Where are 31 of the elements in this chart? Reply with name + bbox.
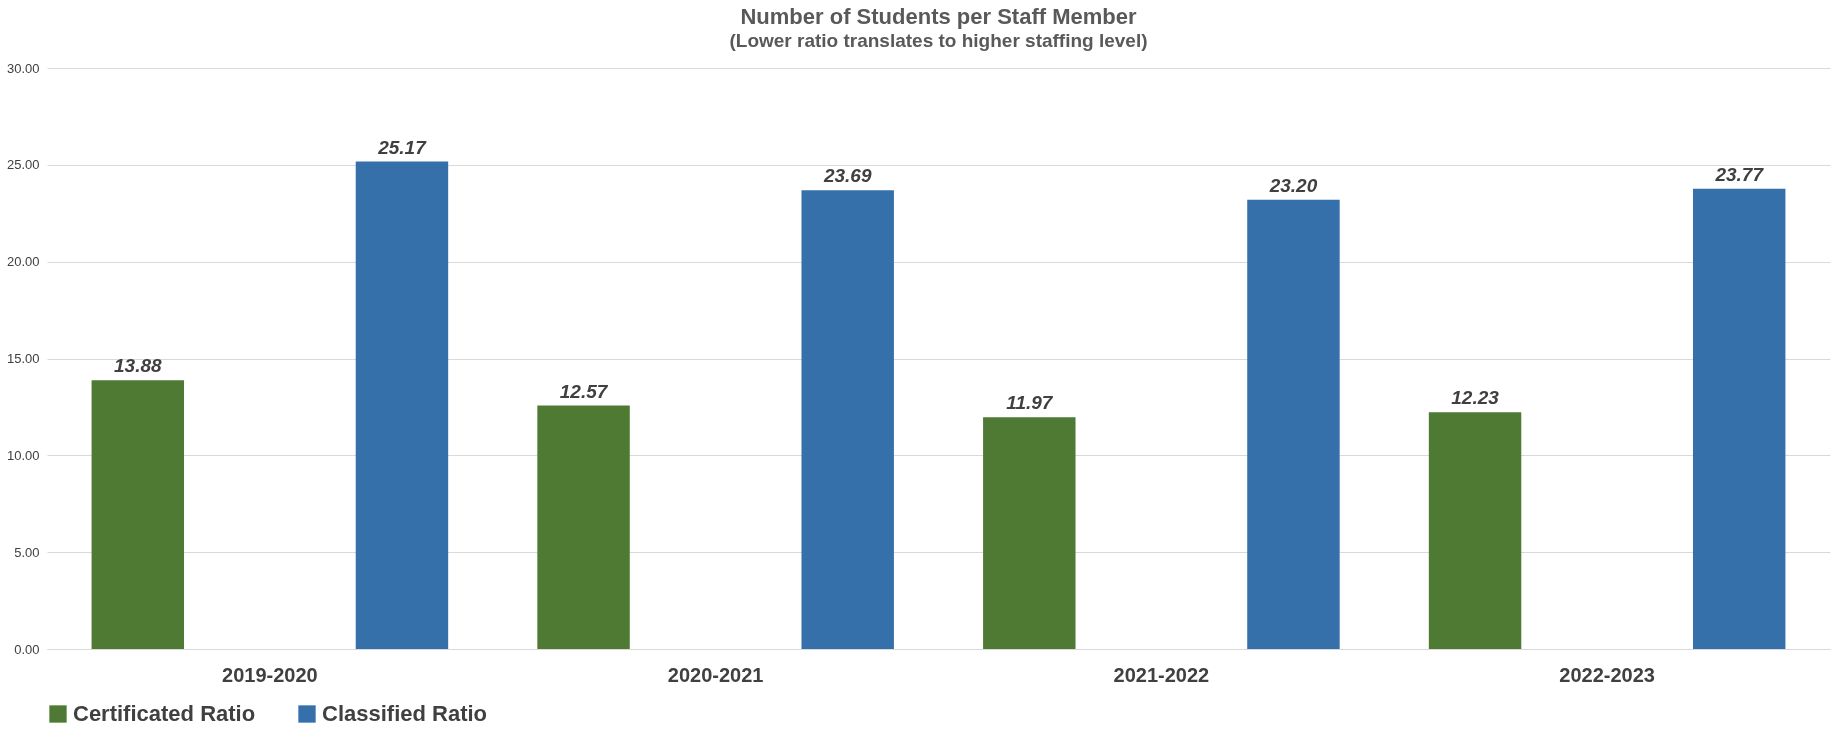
data-label: 11.97: [1006, 392, 1054, 414]
x-tick-label: 2019-2020: [222, 663, 318, 686]
data-label: 12.57: [559, 380, 609, 402]
data-label: 23.69: [822, 165, 872, 187]
y-tick-label: 0.00: [14, 641, 40, 657]
x-tick-label: 2020-2021: [667, 663, 764, 686]
bar: [1428, 412, 1522, 649]
legend-label: Classified Ratio: [322, 701, 488, 726]
data-label: 23.77: [1714, 163, 1765, 185]
data-label: 25.17: [377, 136, 428, 158]
x-tick-label: 2021-2022: [1113, 663, 1210, 686]
chart-title: Number of Students per Staff Member: [740, 4, 1137, 29]
bar: [355, 161, 449, 649]
y-tick-label: 25.00: [6, 157, 40, 173]
bar: [537, 405, 630, 649]
chart-subtitle: (Lower ratio translates to higher staffing level): [729, 30, 1148, 51]
bar: [1692, 188, 1786, 649]
bar: [91, 380, 185, 649]
y-tick-label: 20.00: [6, 254, 40, 270]
y-tick-label: 5.00: [14, 544, 40, 560]
data-label: 12.23: [1451, 387, 1500, 409]
bar: [801, 190, 894, 649]
data-label: 13.88: [114, 355, 163, 377]
bar: [983, 417, 1076, 649]
y-tick-label: 10.00: [6, 447, 40, 463]
data-label: 23.20: [1268, 174, 1318, 196]
x-tick-label: 2022-2023: [1559, 663, 1655, 686]
y-tick-label: 15.00: [6, 351, 40, 366]
legend-label: Certificated Ratio: [73, 701, 256, 726]
bar: [1247, 199, 1340, 649]
y-tick-label: 30.00: [6, 60, 40, 76]
